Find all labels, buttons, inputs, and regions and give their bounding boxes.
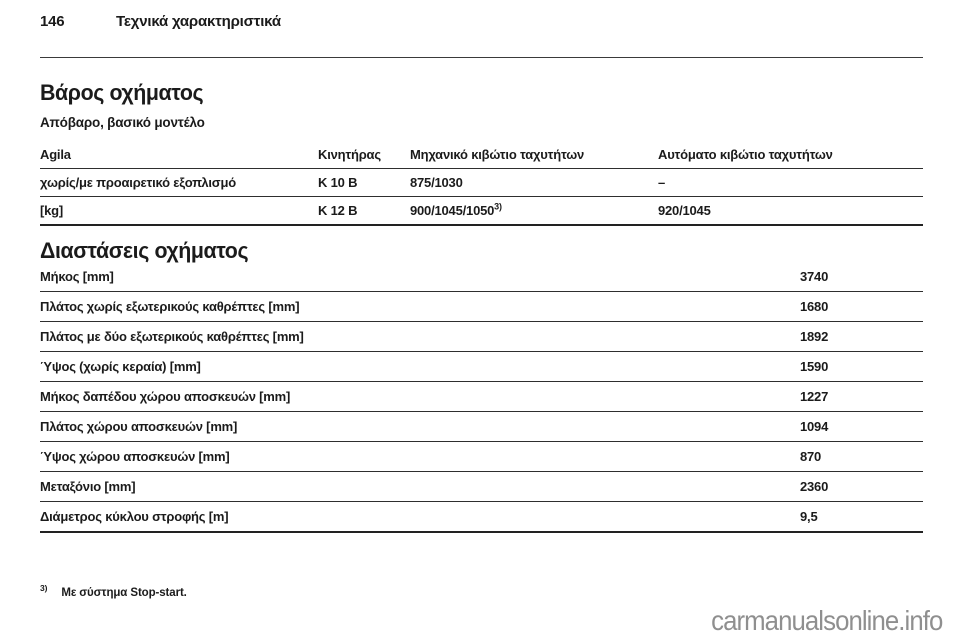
weight-table: Agila Κινητήρας Μηχανικό κιβώτιο ταχυτήτ…: [40, 141, 923, 226]
dimension-label: Ύψος (χωρίς κεραία) [mm]: [40, 359, 201, 374]
table-row: Ύψος (χωρίς κεραία) [mm] 1590: [40, 352, 923, 382]
page-number: 146: [40, 13, 65, 30]
dimension-value: 1094: [800, 419, 829, 434]
header-divider: [40, 57, 923, 58]
table-row: Μεταξόνιο [mm] 2360: [40, 472, 923, 502]
watermark-carmanualsonline: carmanualsonline.info: [710, 605, 943, 636]
weight-row-engine: K 12 B: [318, 203, 358, 218]
weight-row-automatic-value: 920/1045: [658, 203, 711, 218]
table-row: Μήκος δαπέδου χώρου αποσκευών [mm] 1227: [40, 382, 923, 412]
table-row: Πλάτος χώρου αποσκευών [mm] 1094: [40, 412, 923, 442]
dimension-value: 1227: [800, 389, 829, 404]
weight-col-manual-gearbox: Μηχανικό κιβώτιο ταχυτήτων: [410, 147, 585, 162]
dimension-label: Διάμετρος κύκλου στροφής [m]: [40, 509, 229, 524]
section-title-vehicle-dimensions: Διαστάσεις οχήματος: [40, 238, 249, 263]
weight-row-engine: K 10 B: [318, 175, 358, 190]
weight-row-label: χωρίς/με προαιρετικό εξοπλισμό: [40, 175, 236, 190]
weight-row-label: [kg]: [40, 203, 64, 218]
dimension-value: 3740: [800, 269, 829, 284]
subsection-title-kerb-weight: Απόβαρο, βασικό μοντέλο: [40, 115, 205, 130]
dimension-label: Μήκος δαπέδου χώρου αποσκευών [mm]: [40, 389, 291, 404]
footnote-marker: 3): [40, 583, 48, 593]
weight-col-model: Agila: [40, 147, 71, 162]
dimension-label: Ύψος χώρου αποσκευών [mm]: [40, 449, 230, 464]
table-row: Ύψος χώρου αποσκευών [mm] 870: [40, 442, 923, 472]
weight-col-engine: Κινητήρας: [318, 147, 381, 162]
table-row: Πλάτος χωρίς εξωτερικούς καθρέπτες [mm] …: [40, 292, 923, 322]
section-title-vehicle-weight: Βάρος οχήματος: [40, 80, 204, 105]
footnote-reference: 3): [494, 201, 502, 212]
table-row: [kg] K 12 B 900/1045/10503) 920/1045: [40, 197, 923, 226]
dimension-label: Πλάτος χωρίς εξωτερικούς καθρέπτες [mm]: [40, 299, 300, 314]
weight-row-manual-value: 900/1045/10503): [410, 201, 502, 218]
dimension-label: Πλάτος χώρου αποσκευών [mm]: [40, 419, 238, 434]
dimensions-table: Μήκος [mm] 3740 Πλάτος χωρίς εξωτερικούς…: [40, 262, 923, 533]
table-row: χωρίς/με προαιρετικό εξοπλισμό K 10 B 87…: [40, 169, 923, 197]
dimension-value: 9,5: [800, 509, 818, 524]
dimension-value: 1680: [800, 299, 829, 314]
dimension-label: Μήκος [mm]: [40, 269, 114, 284]
table-row: Μήκος [mm] 3740: [40, 262, 923, 292]
footnote-text: Με σύστημα Stop-start.: [61, 586, 187, 599]
dimension-value: 2360: [800, 479, 829, 494]
dimension-label: Μεταξόνιο [mm]: [40, 479, 136, 494]
weight-table-header-row: Agila Κινητήρας Μηχανικό κιβώτιο ταχυτήτ…: [40, 141, 923, 169]
dimension-value: 1892: [800, 329, 829, 344]
dimension-value: 870: [800, 449, 822, 464]
weight-row-automatic-value: –: [658, 175, 666, 190]
dimension-value: 1590: [800, 359, 829, 374]
weight-col-automatic-gearbox: Αυτόματο κιβώτιο ταχυτήτων: [658, 147, 833, 162]
page-header-title: Τεχνικά χαρακτηριστικά: [116, 13, 281, 30]
footnote: 3) Με σύστημα Stop-start.: [40, 583, 187, 599]
weight-row-manual-value: 875/1030: [410, 175, 463, 190]
dimension-label: Πλάτος με δύο εξωτερικούς καθρέπτες [mm]: [40, 329, 304, 344]
table-row: Διάμετρος κύκλου στροφής [m] 9,5: [40, 502, 923, 533]
table-row: Πλάτος με δύο εξωτερικούς καθρέπτες [mm]…: [40, 322, 923, 352]
